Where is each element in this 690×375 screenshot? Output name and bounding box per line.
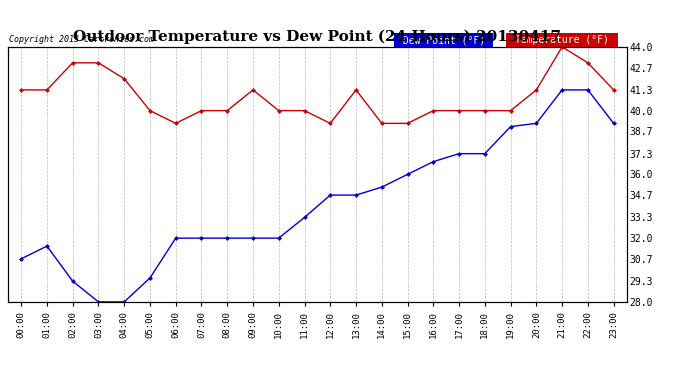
Title: Outdoor Temperature vs Dew Point (24 Hours) 20130417: Outdoor Temperature vs Dew Point (24 Hou… xyxy=(73,30,562,44)
Text: Temperature (°F): Temperature (°F) xyxy=(509,35,615,45)
Text: Copyright 2013 Cartronics.com: Copyright 2013 Cartronics.com xyxy=(9,35,154,44)
Text: Dew Point (°F): Dew Point (°F) xyxy=(397,35,491,45)
